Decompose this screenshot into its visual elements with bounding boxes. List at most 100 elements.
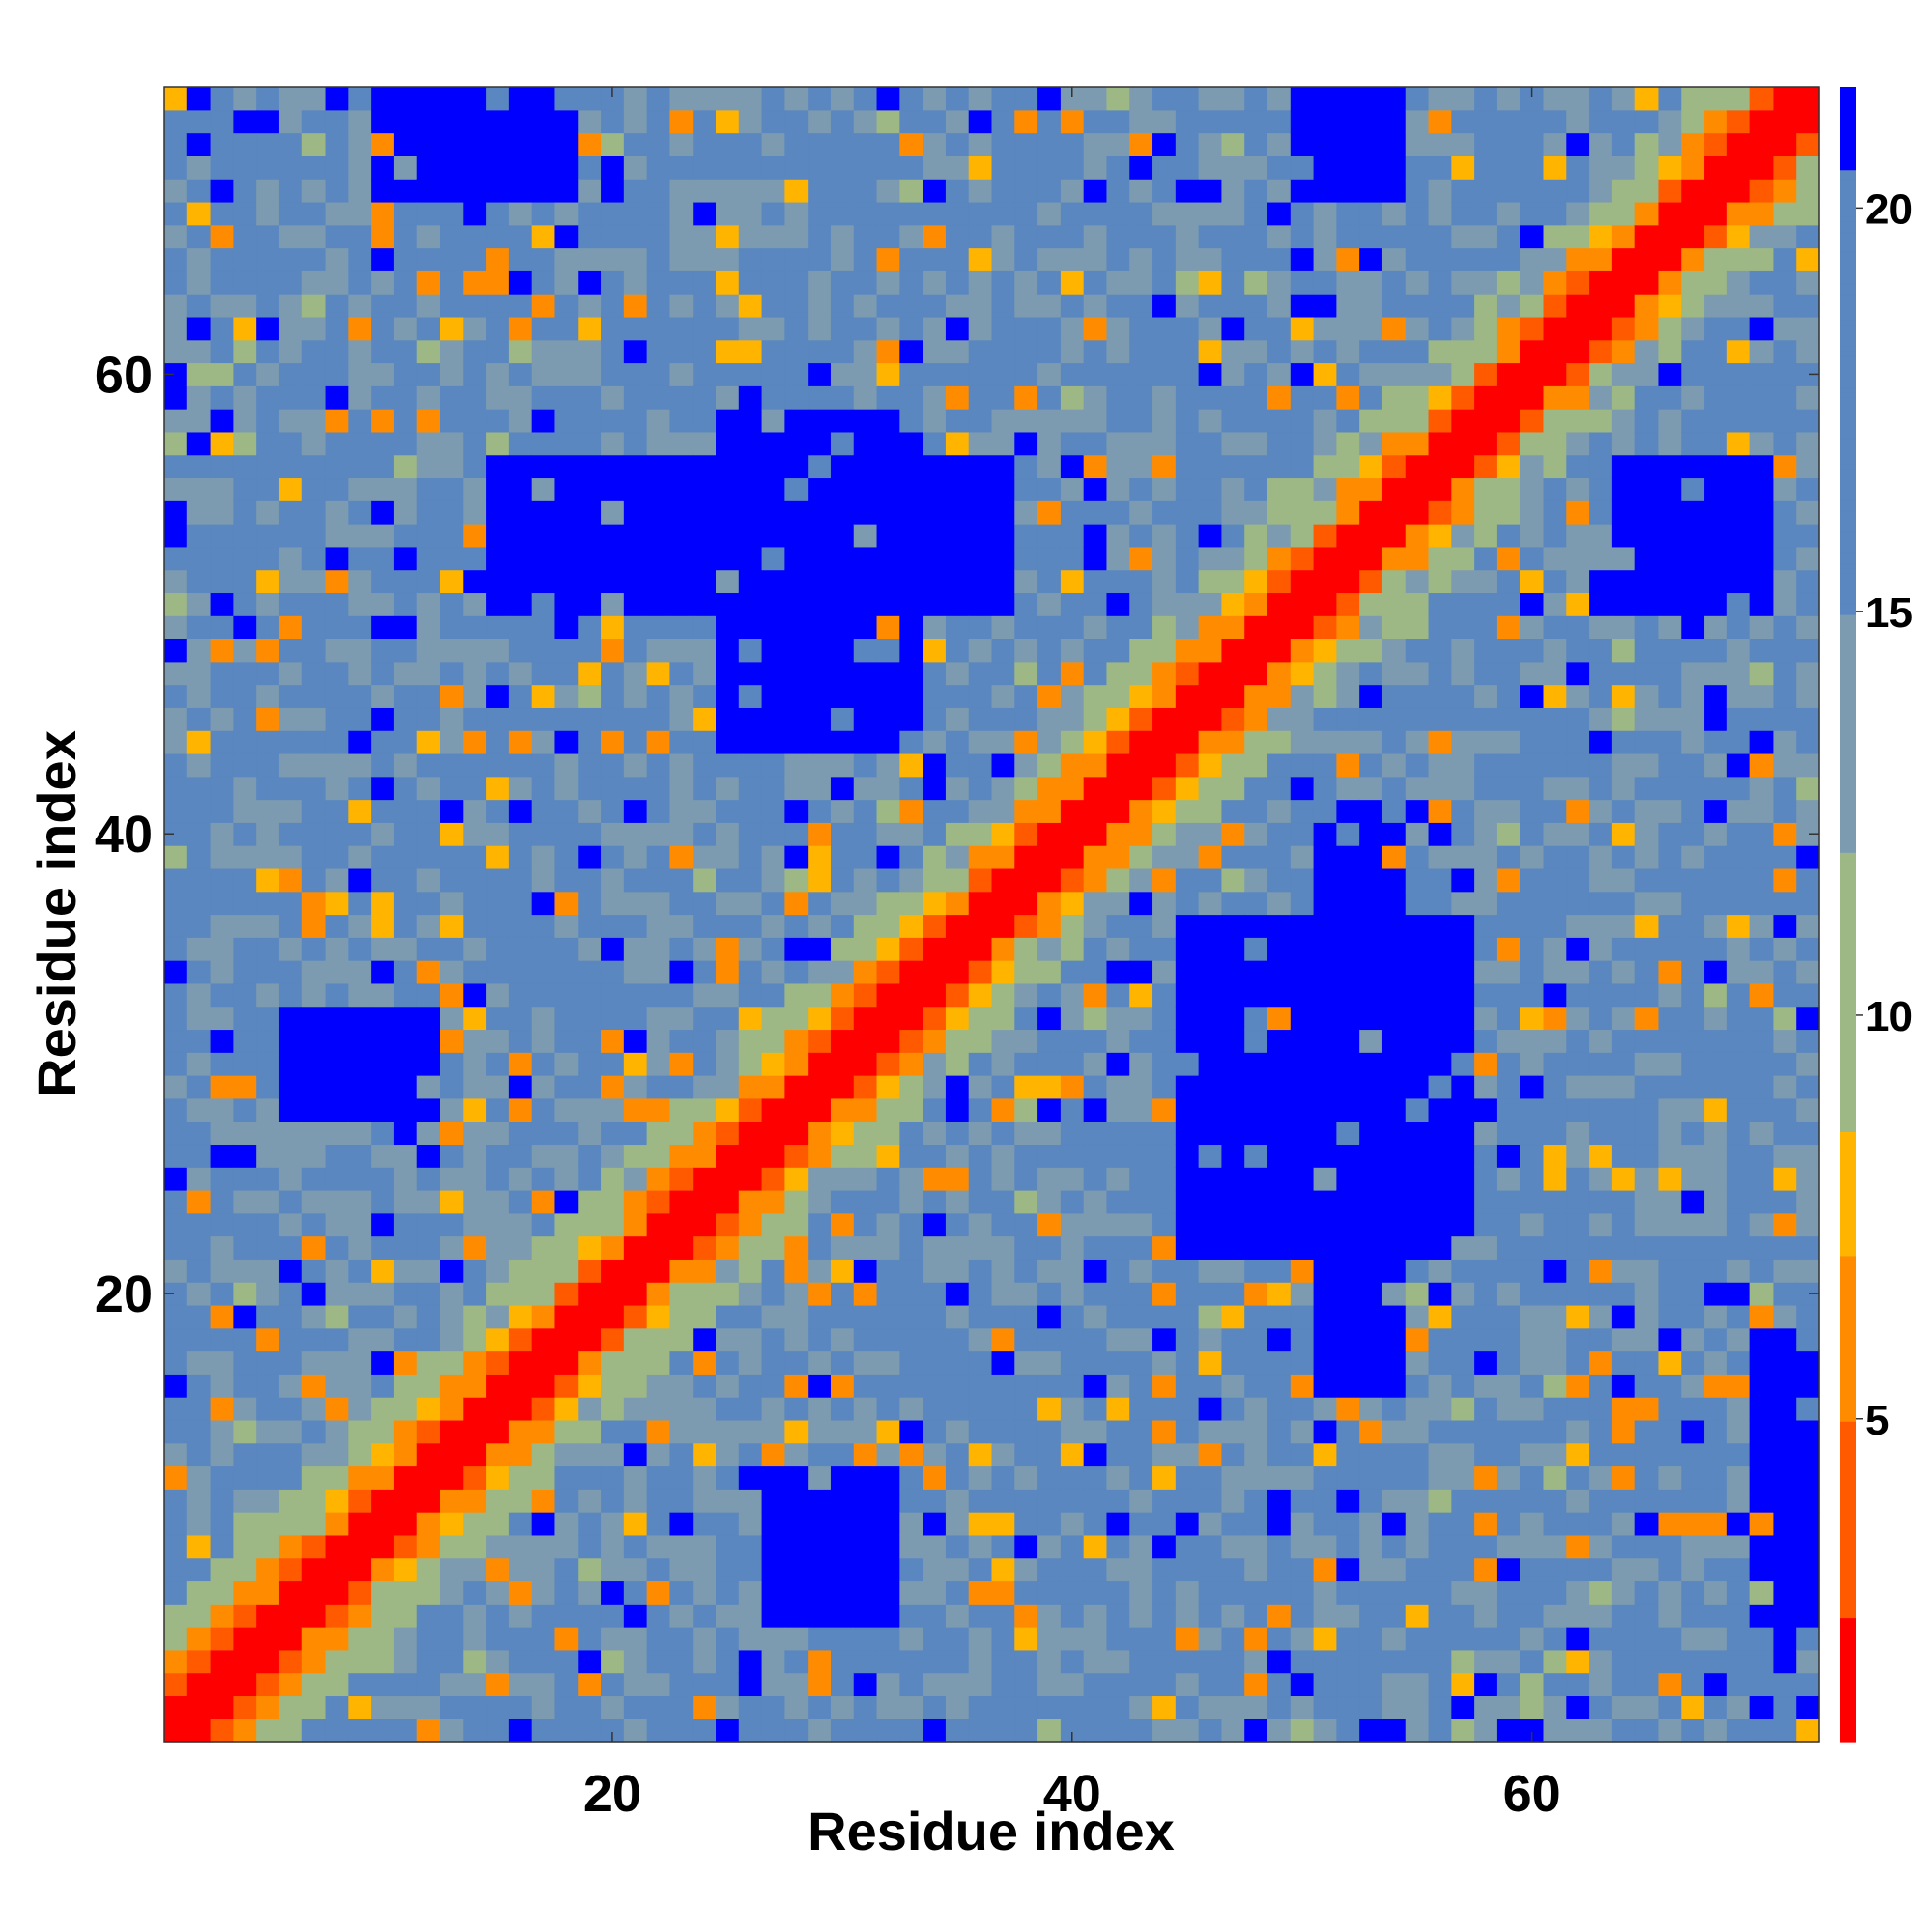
heatmap-cell (968, 339, 993, 364)
heatmap-cell (325, 500, 349, 525)
heatmap-cell (554, 1097, 579, 1122)
heatmap-cell (1313, 454, 1337, 479)
heatmap-cell (808, 1006, 832, 1031)
heatmap-cell (669, 845, 694, 869)
heatmap-cell (1359, 1580, 1383, 1605)
heatmap-cell (784, 1282, 809, 1306)
heatmap-cell (210, 339, 234, 364)
heatmap-cell (945, 1212, 970, 1237)
heatmap-cell (486, 1397, 510, 1421)
heatmap-cell (1520, 1006, 1545, 1031)
heatmap-cell (1129, 1557, 1153, 1582)
heatmap-cell (1704, 87, 1728, 111)
heatmap-cell (991, 1397, 1015, 1421)
heatmap-cell (301, 270, 327, 295)
heatmap-cell (1704, 224, 1728, 249)
heatmap-cell (1634, 201, 1660, 226)
heatmap-cell (416, 270, 441, 295)
heatmap-cell (784, 109, 809, 134)
heatmap-cell (210, 707, 234, 731)
heatmap-cell (1083, 1695, 1108, 1719)
heatmap-cell (968, 224, 993, 249)
heatmap-cell (601, 1212, 625, 1237)
heatmap-cell (233, 156, 257, 180)
heatmap-cell (761, 1419, 785, 1444)
heatmap-cell (1704, 294, 1728, 318)
heatmap-cell (1634, 1719, 1660, 1743)
heatmap-cell (646, 707, 671, 731)
heatmap-cell (1704, 1236, 1728, 1260)
heatmap-cell (1566, 500, 1590, 525)
heatmap-cell (1405, 1557, 1430, 1582)
heatmap-cell (1106, 1167, 1130, 1191)
heatmap-cell (210, 1442, 234, 1467)
heatmap-cell (554, 1075, 579, 1099)
heatmap-cell (601, 753, 625, 778)
heatmap-cell (1726, 201, 1751, 226)
heatmap-cell (830, 982, 855, 1008)
heatmap-cell (1175, 960, 1200, 984)
heatmap-cell (1060, 477, 1085, 501)
heatmap-cell (899, 1052, 923, 1076)
heatmap-cell (669, 1282, 694, 1306)
heatmap-cell (1428, 1327, 1452, 1352)
heatmap-cell (233, 1236, 257, 1260)
heatmap-cell (164, 1604, 188, 1628)
heatmap-cell (256, 1442, 280, 1467)
heatmap-cell (1060, 1580, 1085, 1605)
heatmap-cell (1428, 822, 1452, 846)
heatmap-cell (393, 937, 418, 961)
heatmap-cell (923, 316, 947, 341)
heatmap-cell (1336, 1374, 1360, 1398)
heatmap-cell (1313, 1695, 1337, 1719)
heatmap-cell (1543, 776, 1567, 801)
heatmap-cell (1658, 1489, 1682, 1513)
heatmap-cell (1611, 1029, 1636, 1053)
heatmap-cell (440, 477, 464, 501)
heatmap-cell (531, 500, 556, 525)
heatmap-cell (1083, 1006, 1108, 1031)
heatmap-cell (393, 592, 418, 616)
heatmap-cell (968, 1672, 993, 1697)
heatmap-cell (578, 1695, 602, 1719)
heatmap-cell (1152, 431, 1177, 456)
heatmap-cell (623, 1236, 648, 1260)
heatmap-cell (1037, 524, 1062, 548)
heatmap-cell (1014, 1489, 1038, 1513)
heatmap-cell (508, 1327, 533, 1352)
heatmap-cell (1037, 891, 1062, 916)
heatmap-cell (945, 1419, 970, 1444)
heatmap-cell (164, 546, 188, 571)
heatmap-cell (1336, 409, 1360, 433)
heatmap-cell (853, 1627, 878, 1651)
heatmap-cell (808, 1190, 832, 1214)
heatmap-cell (1726, 1557, 1751, 1582)
heatmap-cell (348, 937, 372, 961)
heatmap-cell (164, 294, 188, 318)
heatmap-cell (508, 1190, 533, 1214)
heatmap-cell (186, 845, 212, 869)
heatmap-cell (738, 1512, 763, 1536)
heatmap-cell (1589, 615, 1613, 639)
heatmap-cell (623, 1167, 648, 1191)
heatmap-cell (210, 1167, 234, 1191)
heatmap-cell (1290, 1167, 1315, 1191)
heatmap-cell (1405, 1397, 1430, 1421)
heatmap-cell (1451, 1442, 1475, 1467)
heatmap-cell (991, 500, 1015, 525)
heatmap-cell (1704, 914, 1728, 938)
heatmap-cell (853, 409, 878, 433)
heatmap-cell (1726, 1097, 1751, 1122)
heatmap-cell (1083, 822, 1108, 846)
heatmap-cell (1589, 891, 1613, 916)
heatmap-cell (1704, 1075, 1728, 1099)
heatmap-cell (1474, 845, 1498, 869)
heatmap-cell (1589, 822, 1613, 846)
heatmap-cell (1566, 615, 1590, 639)
heatmap-cell (508, 1121, 533, 1146)
heatmap-cell (968, 409, 993, 433)
heatmap-cell (669, 1075, 694, 1099)
heatmap-cell (945, 1442, 970, 1467)
heatmap-cell (348, 1649, 372, 1674)
heatmap-cell (393, 1029, 418, 1053)
